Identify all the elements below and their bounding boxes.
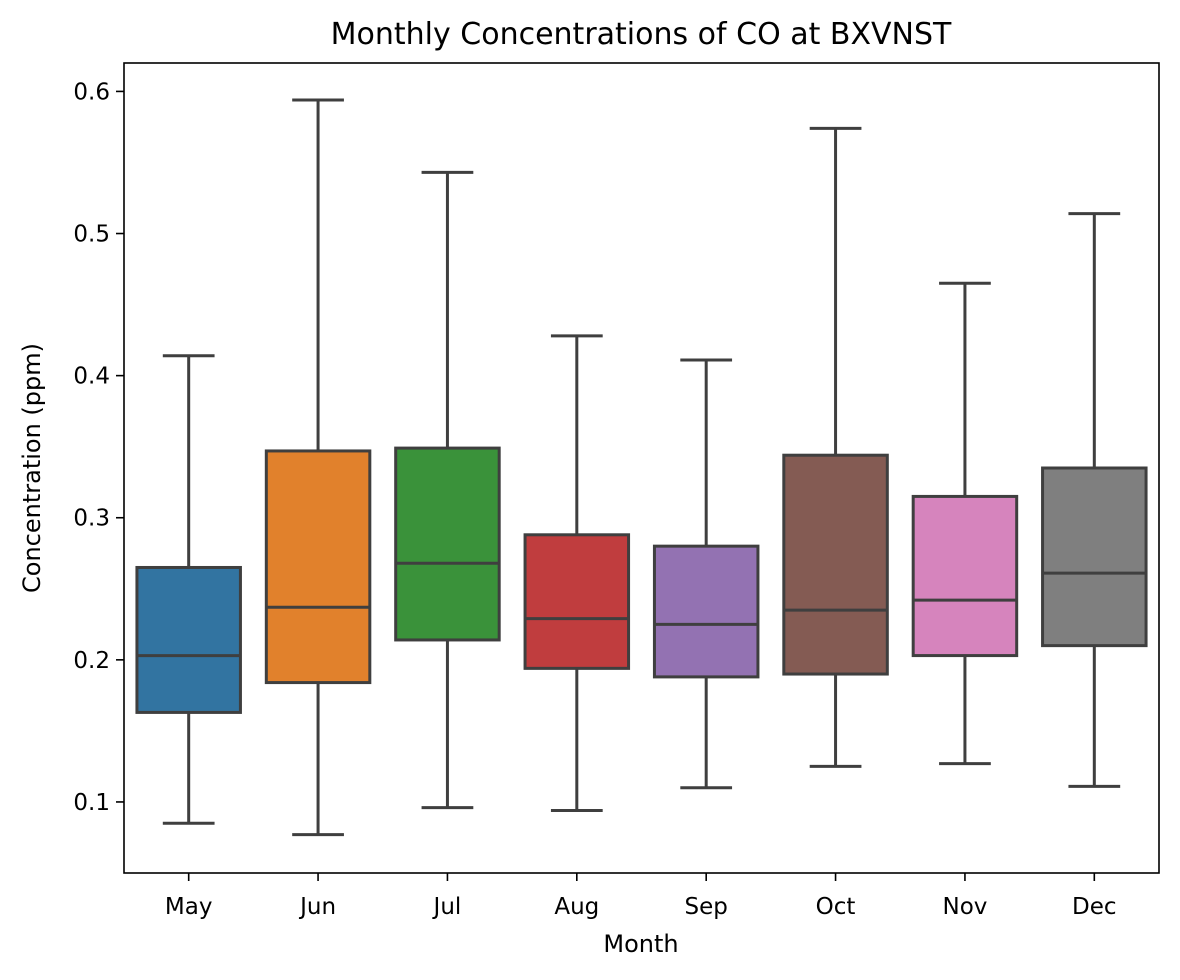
iqr-box — [782, 453, 889, 676]
y-tick-label: 0.1 — [73, 790, 110, 816]
x-tick-label: Jul — [432, 894, 462, 920]
iqr-box — [911, 494, 1019, 658]
y-tick-label: 0.6 — [73, 79, 110, 105]
x-tick-label: Dec — [1072, 894, 1117, 920]
box-jun — [264, 98, 372, 837]
y-axis: 0.1 0.2 0.3 0.4 0.5 0.6 — [73, 79, 124, 816]
chart-title: Monthly Concentrations of CO at BXVNST — [331, 17, 952, 52]
x-tick-label: Sep — [685, 894, 728, 920]
box-nov — [911, 281, 1019, 766]
y-tick-label: 0.5 — [73, 222, 110, 248]
x-tick-label: May — [165, 894, 213, 920]
x-tick-label: Nov — [942, 894, 987, 920]
x-axis: May Jun Jul Aug Sep Oct Nov Dec — [165, 873, 1117, 920]
iqr-box — [264, 449, 372, 685]
box-oct — [782, 126, 889, 768]
iqr-box — [394, 446, 501, 642]
y-tick-label: 0.4 — [73, 364, 110, 390]
x-tick-label: Jun — [298, 894, 336, 920]
box-jul — [394, 170, 501, 810]
x-tick-label: Aug — [554, 894, 599, 920]
box-dec — [1041, 212, 1148, 788]
iqr-box — [523, 533, 631, 670]
box-aug — [523, 334, 631, 812]
box-sep — [652, 358, 760, 790]
y-tick-label: 0.2 — [73, 648, 110, 674]
iqr-box — [135, 565, 242, 714]
x-tick-label: Oct — [816, 894, 856, 920]
plot-area — [135, 98, 1148, 837]
y-axis-label: Concentration (ppm) — [18, 343, 46, 593]
plot-frame — [123, 62, 1160, 874]
x-axis-label: Month — [603, 930, 678, 958]
y-tick-label: 0.3 — [73, 506, 110, 532]
iqr-box — [652, 544, 760, 679]
box-may — [135, 354, 242, 825]
iqr-box — [1041, 466, 1148, 648]
